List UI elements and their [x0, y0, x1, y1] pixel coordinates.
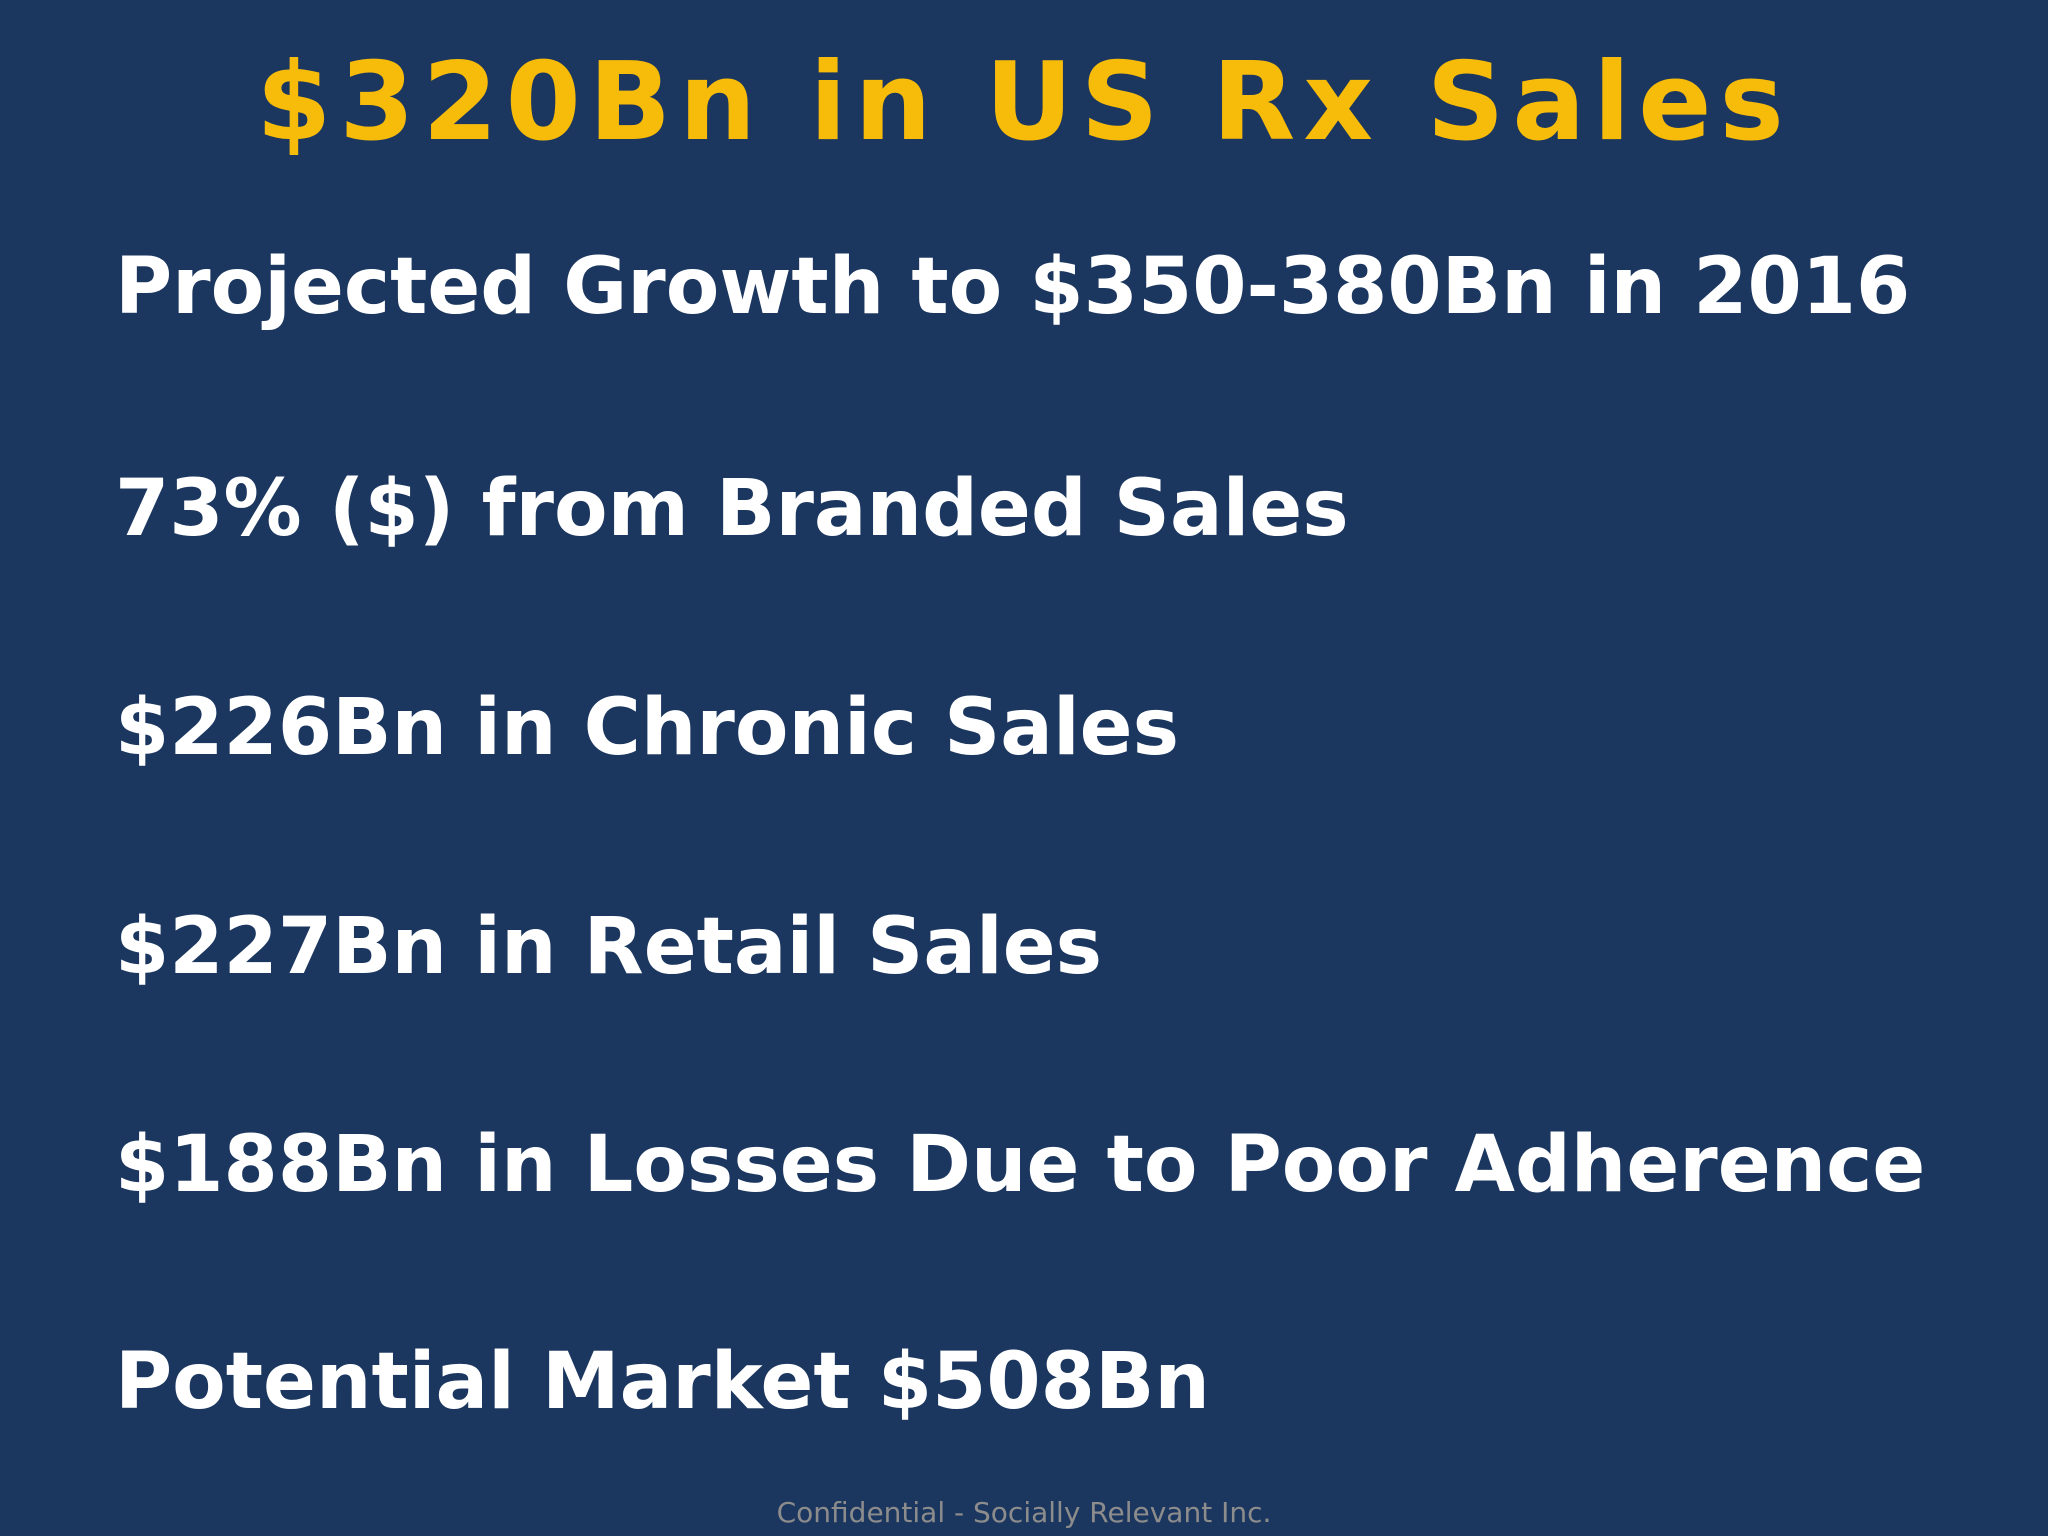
bullet: $188Bn in Losses Due to Poor Adherence [115, 1120, 1926, 1210]
footer: Confidential - Socially Relevant Inc. [776, 1496, 1272, 1529]
slide-title: $320Bn in US Rx Sales [256, 40, 1792, 165]
bullet: Potential Market $508Bn [115, 1337, 1210, 1427]
bullet: $226Bn in Chronic Sales [115, 683, 1180, 773]
bullet: Projected Growth to $350-380Bn in 2016 [115, 242, 1911, 332]
bullet: $227Bn in Retail Sales [115, 902, 1103, 992]
bullet: 73% ($) from Branded Sales [115, 464, 1349, 554]
